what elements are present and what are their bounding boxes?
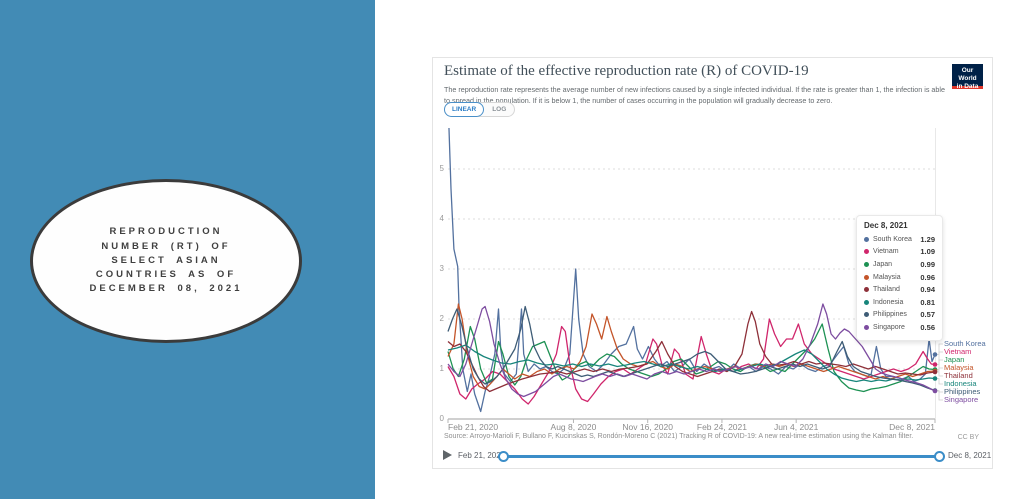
series-end-label: Singapore bbox=[944, 395, 979, 404]
series-line-singapore bbox=[447, 303, 936, 398]
series-end-label: Philippines bbox=[944, 387, 981, 396]
timeline-end-handle[interactable] bbox=[934, 451, 945, 462]
tooltip-country: Vietnam bbox=[873, 248, 899, 256]
owid-chart-card: Estimate of the effective reproduction r… bbox=[432, 57, 993, 469]
series-line-japan bbox=[447, 323, 936, 393]
series-end-label: South Korea bbox=[944, 339, 986, 348]
tooltip-value: 1.09 bbox=[920, 247, 935, 257]
y-axis-label: 4 bbox=[439, 214, 444, 223]
tooltip-row: Thailand 0.94 bbox=[864, 283, 935, 296]
tooltip-series-dot bbox=[864, 299, 869, 305]
tooltip-country: Indonesia bbox=[873, 298, 904, 306]
chart-title: Estimate of the effective reproduction r… bbox=[444, 63, 809, 79]
series-end-label: Vietnam bbox=[944, 347, 972, 356]
y-axis-label: 3 bbox=[439, 264, 444, 273]
tooltip-country: South Korea bbox=[873, 235, 912, 243]
x-axis-label: Dec 8, 2021 bbox=[889, 422, 935, 432]
x-axis-label: Feb 21, 2020 bbox=[448, 422, 499, 432]
tooltip-value: 0.94 bbox=[920, 285, 935, 295]
series-line-indonesia bbox=[447, 344, 936, 383]
series-end-label: Indonesia bbox=[944, 379, 977, 388]
timeline-end-label: Dec 8, 2021 bbox=[948, 451, 992, 460]
play-icon[interactable] bbox=[443, 450, 452, 460]
series-end-label: Japan bbox=[944, 355, 965, 364]
tooltip-value: 0.81 bbox=[920, 297, 935, 307]
x-axis-label: Feb 24, 2021 bbox=[696, 422, 747, 432]
series-endpoint-dot bbox=[932, 352, 938, 357]
slide-title-text: REPRODUCTION NUMBER (RT) OF SELECT ASIAN… bbox=[89, 226, 243, 295]
series-line-philippines bbox=[447, 305, 936, 392]
tooltip-value: 0.56 bbox=[920, 322, 935, 332]
hover-tooltip: Dec 8, 2021 South Korea 1.29 Vietnam 1.09 Ja… bbox=[856, 215, 943, 341]
timeline-start-handle[interactable] bbox=[498, 451, 509, 462]
timeline-start-label: Feb 21, 2020 bbox=[458, 451, 506, 460]
series-end-label: Thailand bbox=[944, 371, 973, 380]
series-endpoint-dot bbox=[932, 369, 938, 375]
tooltip-row: Indonesia 0.81 bbox=[864, 296, 935, 309]
x-axis-label: Jun 4, 2021 bbox=[773, 422, 819, 432]
chart-subtitle: The reproduction rate represents the ave… bbox=[444, 85, 946, 105]
series-line-malaysia bbox=[447, 303, 936, 390]
tooltip-country: Thailand bbox=[873, 286, 900, 294]
tooltip-row: South Korea 1.29 bbox=[864, 233, 935, 246]
series-endpoint-dot bbox=[932, 362, 938, 367]
tooltip-series-dot bbox=[864, 249, 869, 255]
tooltip-value: 0.96 bbox=[920, 272, 935, 282]
series-endpoint-dot bbox=[932, 376, 938, 381]
scale-toggle: LINEAR LOG bbox=[444, 101, 516, 117]
tooltip-series-dot bbox=[864, 261, 869, 267]
slide-left-panel: REPRODUCTION NUMBER (RT) OF SELECT ASIAN… bbox=[0, 0, 375, 499]
linear-scale-button[interactable]: LINEAR bbox=[444, 101, 485, 117]
source-note: Source: Arroyo-Marioli F, Bullano F, Kuc… bbox=[444, 433, 914, 440]
tooltip-row: Japan 0.99 bbox=[864, 258, 935, 271]
tooltip-country: Philippines bbox=[873, 311, 907, 319]
tooltip-country: Malaysia bbox=[873, 273, 901, 281]
owid-logo[interactable]: Our World in Data bbox=[952, 64, 983, 90]
tooltip-series-dot bbox=[864, 274, 869, 280]
tooltip-row: Malaysia 0.96 bbox=[864, 271, 935, 284]
x-axis-label: Nov 16, 2020 bbox=[622, 422, 673, 432]
tooltip-series-dot bbox=[864, 287, 869, 293]
tooltip-row: Vietnam 1.09 bbox=[864, 246, 935, 259]
y-axis-label: 2 bbox=[439, 314, 444, 323]
tooltip-row: Singapore 0.56 bbox=[864, 321, 935, 334]
y-axis-label: 5 bbox=[439, 164, 444, 173]
tooltip-series-dot bbox=[864, 324, 869, 330]
log-scale-button[interactable]: LOG bbox=[492, 106, 507, 113]
x-axis-label: Aug 8, 2020 bbox=[550, 422, 597, 432]
timeline-track[interactable] bbox=[503, 455, 939, 458]
tooltip-row: Philippines 0.57 bbox=[864, 309, 935, 322]
tooltip-rows: South Korea 1.29 Vietnam 1.09 Japan 0.99 Malay… bbox=[864, 233, 935, 334]
plot-area[interactable] bbox=[433, 58, 992, 468]
tooltip-value: 0.57 bbox=[920, 310, 935, 320]
tooltip-series-dot bbox=[864, 236, 869, 242]
tooltip-country: Japan bbox=[873, 260, 893, 268]
series-endpoint-dot bbox=[932, 388, 938, 394]
tooltip-country: Singapore bbox=[873, 323, 905, 331]
tooltip-series-dot bbox=[864, 312, 869, 318]
cc-by-link[interactable]: CC BY bbox=[957, 434, 979, 441]
series-end-label: Malaysia bbox=[944, 363, 974, 372]
tooltip-value: 1.29 bbox=[920, 234, 935, 244]
title-ellipse: REPRODUCTION NUMBER (RT) OF SELECT ASIAN… bbox=[30, 179, 302, 343]
tooltip-value: 0.99 bbox=[920, 259, 935, 269]
tooltip-date: Dec 8, 2021 bbox=[864, 221, 908, 230]
y-axis-label: 0 bbox=[439, 414, 444, 423]
y-axis-label: 1 bbox=[439, 364, 444, 373]
